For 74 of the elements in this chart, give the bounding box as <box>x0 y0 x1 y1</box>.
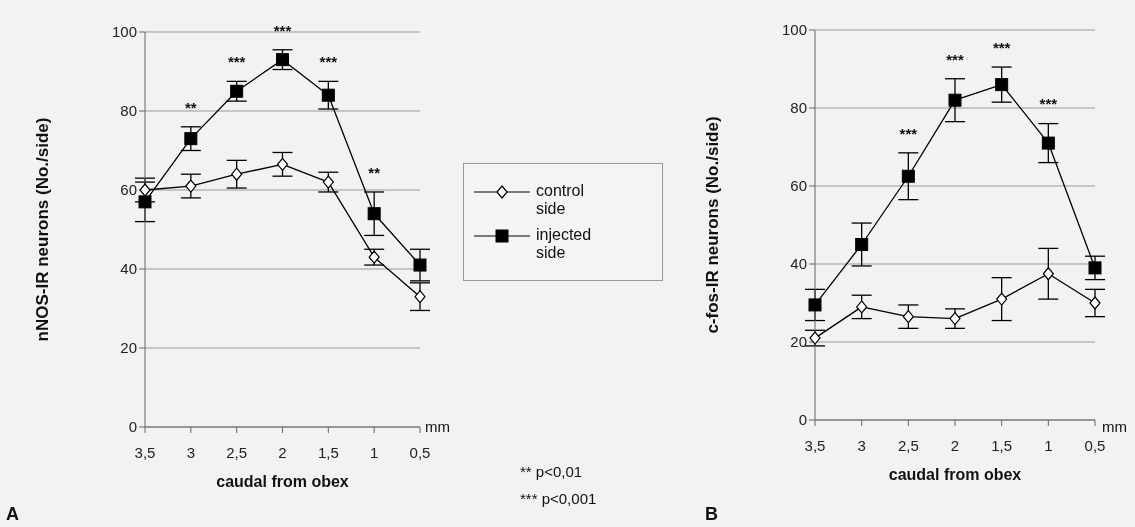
point <box>276 53 289 67</box>
x-tick-label: 1,5 <box>991 436 1013 454</box>
y-tick-label: 100 <box>111 23 137 41</box>
y-axis-title: nNOS-IR neurons (No./side) <box>33 117 53 342</box>
y-tick-label: 80 <box>790 99 807 117</box>
x-tick-label: 2,5 <box>226 443 248 461</box>
x-tick-label: 2 <box>278 443 287 461</box>
y-tick-label: 60 <box>790 177 807 195</box>
y-tick-label: 40 <box>120 260 137 278</box>
y-tick-label: 100 <box>781 21 807 39</box>
y-tick-label: 20 <box>120 339 137 357</box>
x-tick-label: 0,5 <box>409 443 431 461</box>
annotation: *** <box>1039 95 1058 113</box>
x-tick-label: 3,5 <box>804 436 826 454</box>
y-tick-label: 20 <box>790 333 807 351</box>
x-axis-title: caudal from obex <box>888 466 1022 483</box>
point <box>808 298 822 312</box>
annotation: *** <box>992 38 1011 56</box>
y-tick-label: 0 <box>128 418 137 436</box>
point <box>414 290 426 304</box>
x-tick-label: 2 <box>950 436 960 454</box>
annotation: *** <box>319 53 338 71</box>
y-tick-label: 40 <box>790 255 807 273</box>
text: ** p<0,01 <box>520 463 583 480</box>
legend-label: injected side <box>536 226 593 262</box>
x-tick-label: 1 <box>369 443 379 461</box>
x-tick-label: 3 <box>186 443 196 461</box>
point <box>276 157 289 171</box>
x-axis-title: caudal from obex <box>216 473 349 490</box>
point <box>948 93 962 107</box>
point <box>1088 261 1102 275</box>
annotation: *** <box>946 50 964 68</box>
point <box>856 300 868 314</box>
text: B <box>705 504 718 525</box>
point <box>184 132 198 146</box>
point <box>995 78 1009 92</box>
point <box>949 312 961 326</box>
text: A <box>6 504 19 525</box>
point <box>855 238 869 251</box>
y-tick-label: 0 <box>798 411 807 429</box>
point <box>413 258 427 272</box>
y-tick-label: 60 <box>120 181 137 199</box>
point <box>322 175 334 189</box>
text: mm <box>1102 418 1127 435</box>
point <box>139 183 151 197</box>
annotation: *** <box>273 21 292 39</box>
point <box>321 88 335 102</box>
y-axis-title: c-fos-IR neurons (No./side) <box>703 116 723 334</box>
x-tick-label: 3 <box>857 436 866 454</box>
x-tick-label: 1 <box>1044 436 1053 454</box>
point <box>368 250 380 264</box>
annotation: *** <box>899 124 918 142</box>
point <box>185 179 197 193</box>
point <box>996 292 1008 306</box>
text: *** p<0,001 <box>520 490 597 507</box>
point <box>367 207 381 221</box>
x-tick-label: 2,5 <box>897 436 919 454</box>
x-tick-label: 3,5 <box>134 443 156 461</box>
point <box>1041 136 1055 150</box>
point <box>1089 296 1101 310</box>
point <box>1042 267 1054 281</box>
x-tick-label: 0,5 <box>1084 436 1106 454</box>
annotation: *** <box>227 53 246 71</box>
text: mm <box>425 418 450 435</box>
legend-label: control side <box>536 182 586 218</box>
point <box>901 169 915 183</box>
y-tick-label: 80 <box>120 102 137 120</box>
point <box>809 331 821 345</box>
x-tick-label: 1,5 <box>317 443 339 461</box>
point <box>902 310 914 324</box>
annotation: ** <box>184 98 197 116</box>
point <box>138 195 152 209</box>
annotation: ** <box>368 164 381 182</box>
point <box>231 167 243 181</box>
